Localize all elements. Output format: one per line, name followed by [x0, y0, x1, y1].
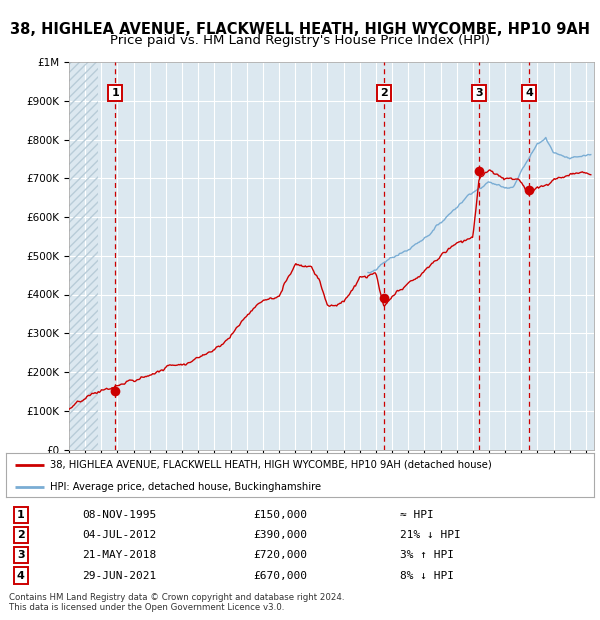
Text: £670,000: £670,000 — [253, 570, 307, 580]
Text: 21% ↓ HPI: 21% ↓ HPI — [400, 530, 461, 540]
Text: Price paid vs. HM Land Registry's House Price Index (HPI): Price paid vs. HM Land Registry's House … — [110, 34, 490, 47]
Text: 1: 1 — [111, 88, 119, 98]
Text: 4: 4 — [526, 88, 533, 98]
Text: £720,000: £720,000 — [253, 551, 307, 560]
Text: 4: 4 — [17, 570, 25, 580]
Text: 04-JUL-2012: 04-JUL-2012 — [82, 530, 157, 540]
Text: 8% ↓ HPI: 8% ↓ HPI — [400, 570, 454, 580]
Text: Contains HM Land Registry data © Crown copyright and database right 2024.
This d: Contains HM Land Registry data © Crown c… — [9, 593, 344, 612]
Text: 21-MAY-2018: 21-MAY-2018 — [82, 551, 157, 560]
Text: 38, HIGHLEA AVENUE, FLACKWELL HEATH, HIGH WYCOMBE, HP10 9AH: 38, HIGHLEA AVENUE, FLACKWELL HEATH, HIG… — [10, 22, 590, 37]
Text: 2: 2 — [17, 530, 25, 540]
Text: 08-NOV-1995: 08-NOV-1995 — [82, 510, 157, 520]
Text: 3% ↑ HPI: 3% ↑ HPI — [400, 551, 454, 560]
Text: £150,000: £150,000 — [253, 510, 307, 520]
Text: £390,000: £390,000 — [253, 530, 307, 540]
Text: HPI: Average price, detached house, Buckinghamshire: HPI: Average price, detached house, Buck… — [50, 482, 321, 492]
Text: 29-JUN-2021: 29-JUN-2021 — [82, 570, 157, 580]
Text: 38, HIGHLEA AVENUE, FLACKWELL HEATH, HIGH WYCOMBE, HP10 9AH (detached house): 38, HIGHLEA AVENUE, FLACKWELL HEATH, HIG… — [50, 459, 492, 470]
Text: 1: 1 — [17, 510, 25, 520]
Text: 3: 3 — [17, 551, 25, 560]
Text: ≈ HPI: ≈ HPI — [400, 510, 434, 520]
Text: 2: 2 — [380, 88, 388, 98]
Text: 3: 3 — [475, 88, 483, 98]
